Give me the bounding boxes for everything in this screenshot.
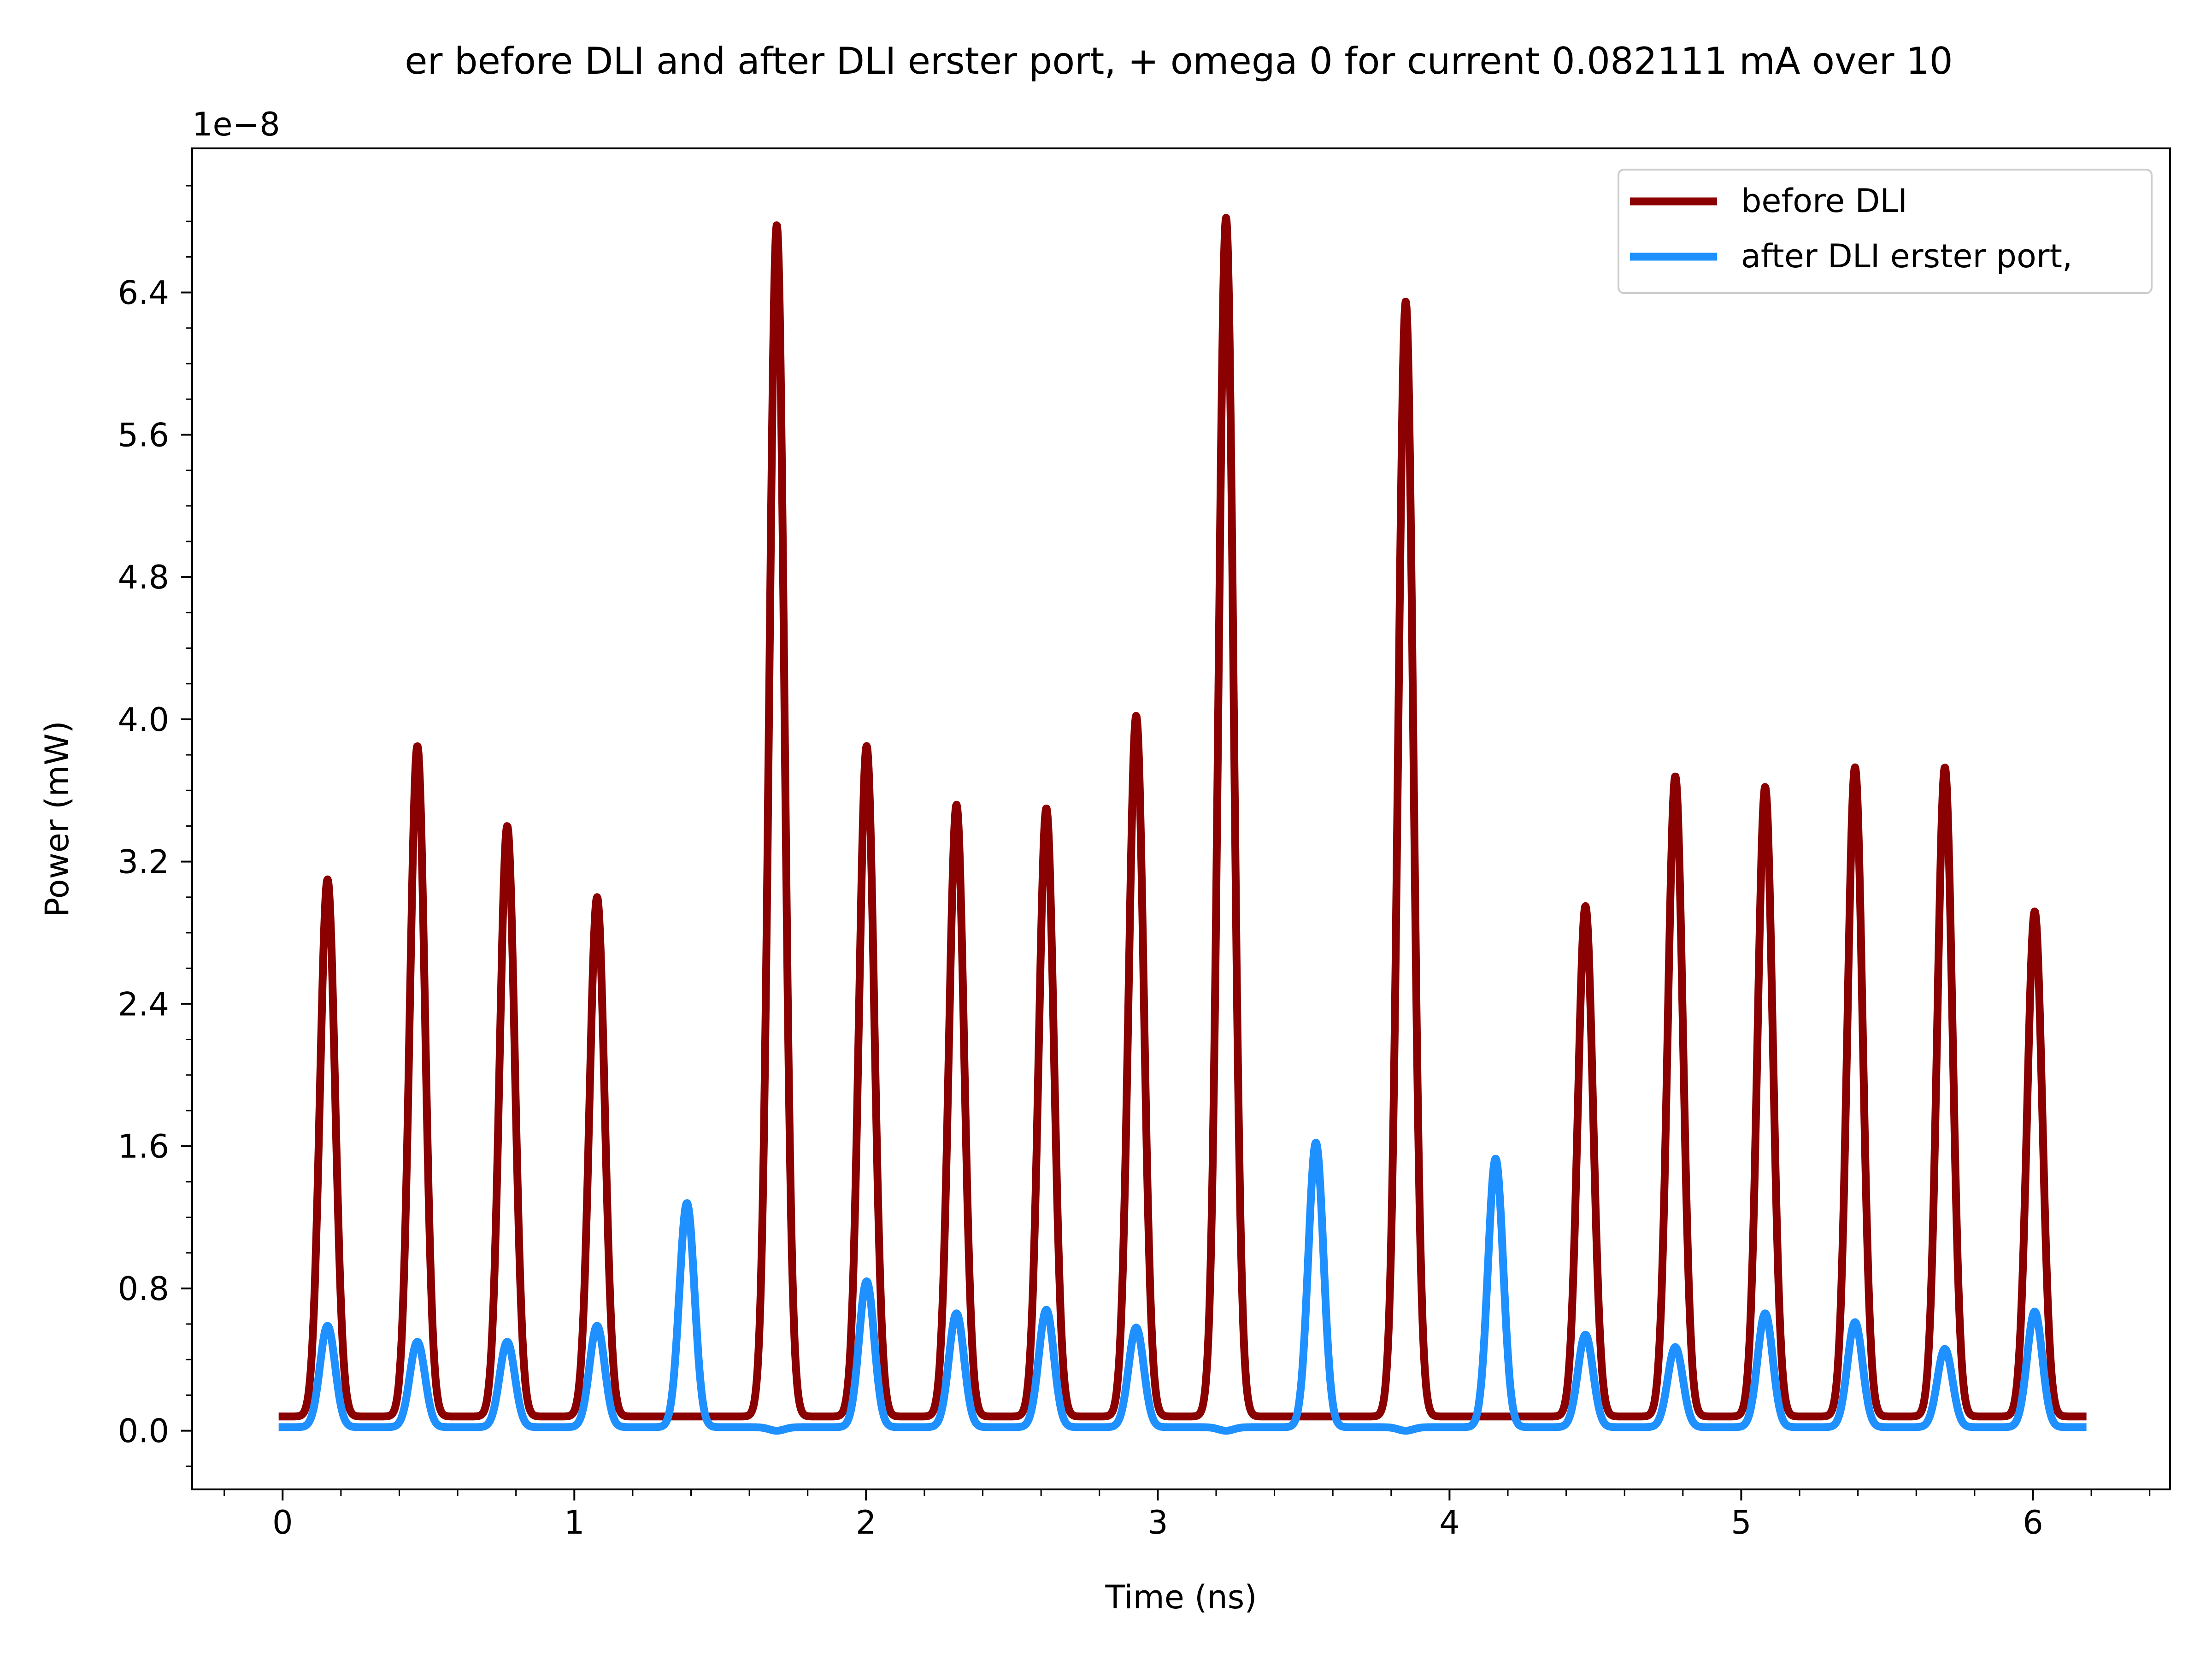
- y-axis-label: Power (mW): [38, 721, 76, 917]
- x-tick-label: 2: [856, 1504, 877, 1541]
- plot-frame: [191, 147, 2171, 1490]
- x-tick-label: 4: [1439, 1504, 1460, 1541]
- y-axis: 0.0 0.8 1.6 2.4 3.2 4.0 4.8 5.6 6.4: [118, 185, 192, 1467]
- legend-label-after-dli: after DLI erster port,: [1741, 237, 2072, 275]
- legend-frame: [1618, 169, 2153, 294]
- x-tick-label: 3: [1147, 1504, 1168, 1541]
- y-tick-label: 0.0: [118, 1412, 169, 1450]
- y-tick-label: 6.4: [118, 274, 169, 312]
- x-axis: 0 1 2 3 4 5 6: [224, 1489, 2151, 1541]
- series-layer: [278, 214, 2087, 1435]
- x-tick-label: 1: [564, 1504, 585, 1541]
- x-axis-label: Time (ns): [1105, 1578, 1257, 1616]
- y-axis-offset-label: 1e−8: [192, 106, 280, 143]
- y-tick-label: 0.8: [118, 1270, 169, 1308]
- y-tick-label: 4.0: [118, 701, 169, 739]
- y-tick-label: 2.4: [118, 985, 169, 1023]
- y-tick-label: 4.8: [118, 559, 169, 596]
- chart-title: er before DLI and after DLI erster port,…: [405, 40, 1953, 82]
- series-line-after-dli: [278, 1139, 2087, 1435]
- x-tick-label: 6: [2023, 1504, 2043, 1541]
- y-tick-label: 3.2: [118, 843, 169, 881]
- x-tick-label: 0: [272, 1504, 293, 1541]
- y-tick-label: 1.6: [118, 1128, 169, 1165]
- legend: before DLI after DLI erster port,: [1618, 169, 2153, 294]
- x-tick-label: 5: [1731, 1504, 1752, 1541]
- y-tick-label: 5.6: [118, 416, 169, 454]
- plot-area: [192, 148, 2170, 1489]
- legend-label-before-dli: before DLI: [1741, 182, 1907, 220]
- series-line-before-dli: [278, 214, 2087, 1421]
